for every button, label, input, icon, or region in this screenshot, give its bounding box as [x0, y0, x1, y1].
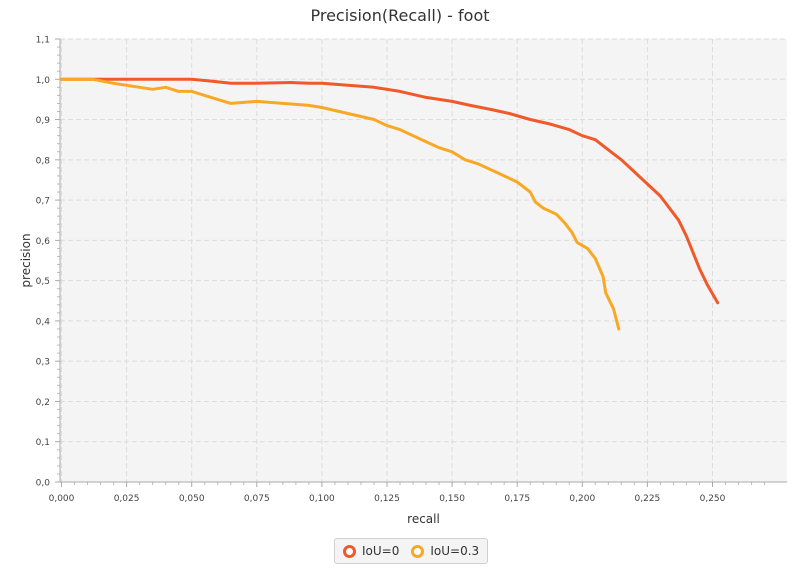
- x-tick-label: 0,200: [569, 494, 595, 504]
- x-tick-label: 0,075: [244, 494, 270, 504]
- x-tick-label: 0,125: [374, 494, 400, 504]
- chart-title: Precision(Recall) - foot: [310, 6, 490, 25]
- x-axis-label: recall: [407, 512, 440, 526]
- legend: IoU=0 IoU=0.3: [334, 538, 489, 564]
- y-tick-label: 1,0: [36, 76, 51, 86]
- y-tick-label: 0,8: [36, 156, 51, 166]
- x-tick-label: 0,025: [114, 494, 140, 504]
- x-tick-label: 0,150: [439, 494, 465, 504]
- legend-swatch: [343, 544, 356, 558]
- legend-swatch: [411, 544, 425, 558]
- y-tick-label: 0,9: [36, 116, 51, 126]
- y-tick-label: 0,1: [36, 438, 50, 448]
- y-tick-label: 0,6: [36, 237, 51, 247]
- x-tick-label: 0,175: [504, 494, 530, 504]
- legend-label: IoU=0: [362, 544, 400, 558]
- y-tick-label: 1,1: [36, 36, 50, 46]
- legend-item: IoU=0: [343, 544, 399, 558]
- y-axis-label: precision: [19, 233, 33, 287]
- series-line-1: [60, 77, 720, 305]
- x-tick-label: 0,225: [635, 494, 661, 504]
- y-tick-label: 0,3: [36, 358, 50, 368]
- plot-area: [60, 39, 787, 482]
- y-tick-label: 0,7: [36, 197, 50, 207]
- x-tick-label: 0,000: [49, 494, 75, 504]
- y-tick-label: 0,5: [36, 277, 50, 287]
- series-line-2: [60, 77, 621, 331]
- x-tick-label: 0,250: [700, 494, 726, 504]
- y-tick-label: 0,0: [36, 479, 51, 489]
- legend-item: IoU=0.3: [411, 544, 479, 558]
- y-tick-label: 0,4: [36, 317, 51, 327]
- legend-label: IoU=0.3: [430, 544, 480, 558]
- x-tick-label: 0,050: [179, 494, 205, 504]
- y-tick-label: 0,2: [36, 398, 50, 408]
- x-tick-label: 0,100: [309, 494, 335, 504]
